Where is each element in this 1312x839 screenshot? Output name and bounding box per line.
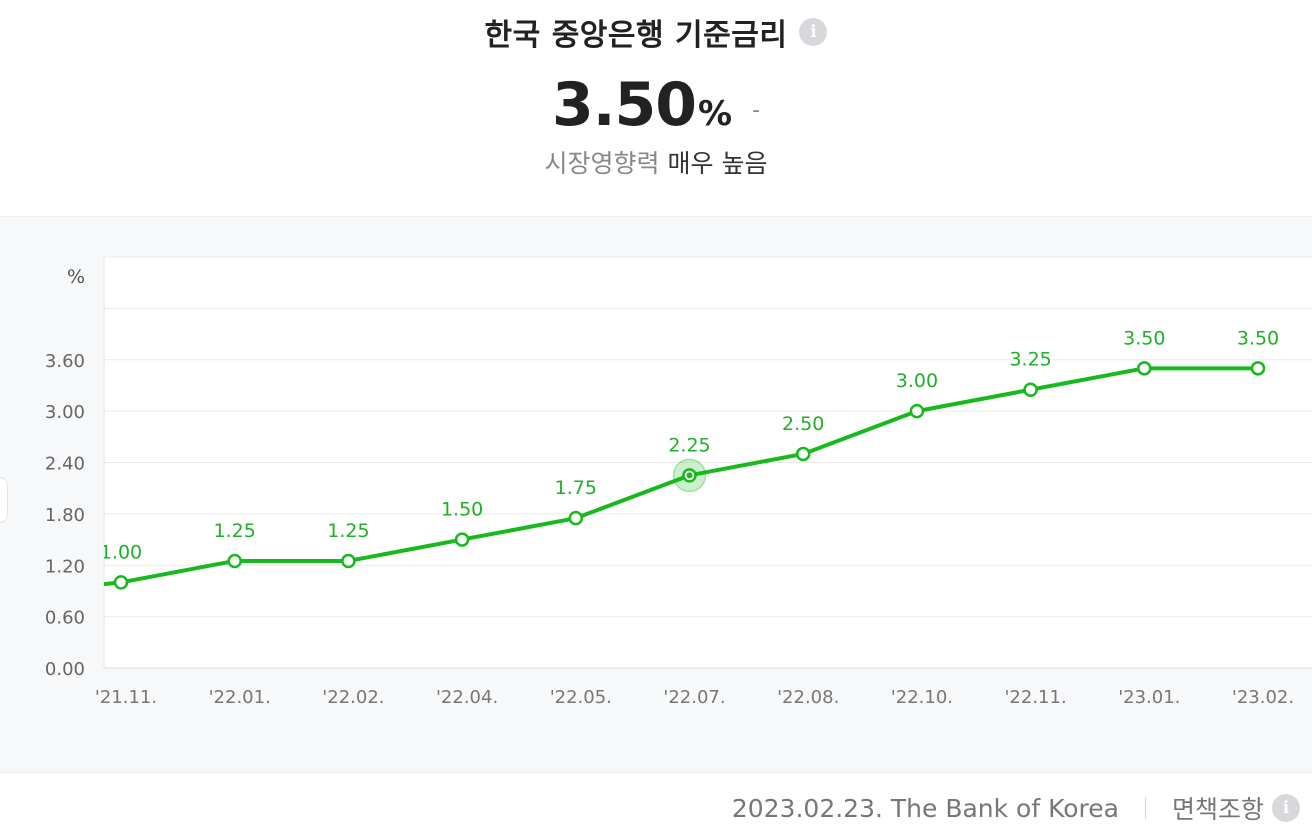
data-point [1137, 361, 1152, 376]
data-label: 2.50 [782, 413, 824, 435]
page-title: 한국 중앙은행 기준금리 [484, 18, 788, 53]
x-tick-label: '22.08. [777, 687, 839, 708]
x-tick-label: '23.02. [1232, 687, 1294, 708]
source-text: 2023.02.23. The Bank of Korea [731, 793, 1119, 823]
market-impact-label: 시장영향력 [544, 149, 660, 178]
rate-line-chart: 0.00 0.60 1.20 1.80 2.40 3.00 3.60% '21.11. '22.… [45, 256, 1312, 708]
data-label: 3.25 [1009, 349, 1051, 371]
x-tick-label: '22.11. [1004, 687, 1066, 708]
data-point [568, 510, 584, 526]
disclaimer-link[interactable]: 면책조항 [1171, 795, 1264, 824]
x-tick-label: '22.04. [436, 687, 498, 708]
y-tick-label: 0.00 [45, 659, 85, 680]
footer: 2023.02.23. The Bank of Korea 면책조항 i [0, 772, 1312, 839]
series-line [104, 366, 1260, 587]
y-tick-label: 1.80 [45, 505, 85, 526]
y-tick-label: 1.20 [45, 556, 85, 577]
x-tick-label: '22.01. [209, 687, 271, 708]
x-tick-label: '23.01. [1118, 687, 1180, 708]
footer-divider [1144, 797, 1146, 819]
data-point [1250, 361, 1266, 376]
data-label: 1.25 [214, 520, 256, 542]
data-label: 3.50 [1237, 327, 1279, 349]
title-row: 한국 중앙은행 기준금리 i [0, 10, 1312, 54]
rate-value-row: 3.50 % - [0, 70, 1312, 140]
rate-unit: % [698, 94, 733, 134]
data-label: 1.50 [441, 499, 483, 521]
data-point [454, 532, 470, 547]
x-tick-label: '22.05. [550, 687, 612, 708]
market-impact: 시장영향력 매우 높음 [0, 144, 1312, 180]
data-point [909, 403, 925, 419]
data-point [795, 446, 811, 462]
header: 한국 중앙은행 기준금리 i 3.50 % - 시장영향력 매우 높음 [0, 0, 1312, 216]
y-tick-label: 2.40 [45, 454, 85, 475]
series-group: 1.00 1.25 1.25 1.50 1.75 2.25 2.50 3.00 3.25 3.50… [100, 327, 1279, 590]
rate-value: 3.50 [551, 70, 697, 140]
data-label: 1.25 [327, 520, 369, 542]
y-tick-label: 3.00 [45, 402, 85, 423]
chart-area: 0.00 0.60 1.20 1.80 2.40 3.00 3.60% '21.11. '22.… [0, 216, 1312, 773]
data-label: 1.75 [555, 477, 597, 499]
data-point [1023, 382, 1038, 397]
y-tick-label: 3.60 [45, 351, 85, 372]
market-impact-value: 매우 높음 [667, 149, 768, 178]
y-tick-label: 0.60 [45, 608, 85, 629]
x-tick-label: '21.11. [95, 687, 157, 708]
footer-row: 2023.02.23. The Bank of Korea 면책조항 i [732, 790, 1300, 826]
y-axis-unit-label: % [67, 266, 85, 288]
disclaimer-info-icon[interactable]: i [1272, 794, 1300, 822]
info-icon[interactable]: i [799, 18, 828, 46]
highlighted-point-core [686, 472, 693, 479]
rate-change: - [752, 98, 761, 123]
data-point [227, 553, 242, 569]
data-label: 3.50 [1123, 327, 1165, 349]
data-point [341, 553, 356, 569]
x-tick-label: '22.10. [891, 687, 953, 708]
data-label: 1.00 [100, 541, 142, 563]
data-label: 3.00 [896, 370, 938, 392]
x-tick-label: '22.07. [663, 687, 725, 708]
data-point [113, 575, 129, 590]
data-label: 2.25 [668, 434, 710, 456]
x-tick-label: '22.02. [322, 687, 384, 708]
